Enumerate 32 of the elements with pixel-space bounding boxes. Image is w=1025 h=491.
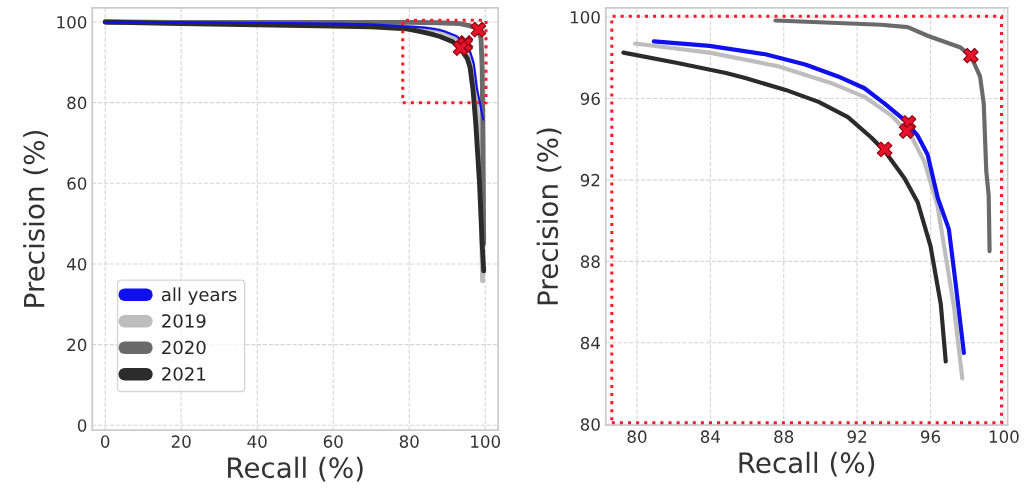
x-axis-title: Recall (%) — [739, 451, 875, 477]
x-tick-label: 80 — [399, 435, 419, 448]
x-tick-label: 84 — [700, 430, 721, 443]
x-tick-label: 20 — [171, 435, 191, 448]
x-tick-label: 40 — [247, 435, 267, 448]
legend-label: 2019 — [162, 314, 206, 328]
x-tick-label: 80 — [627, 430, 647, 443]
x-tick-label: 60 — [323, 435, 343, 448]
y-tick-label: 0 — [77, 419, 87, 432]
x-tick-label: 92 — [847, 430, 867, 443]
y-tick-label: 20 — [67, 338, 87, 352]
legend-label: 2021 — [162, 367, 206, 381]
x-tick-label: 100 — [989, 430, 1019, 443]
x-tick-label: 88 — [774, 430, 794, 443]
legend-label: all years — [161, 287, 237, 305]
y-tick-label: 100 — [57, 15, 87, 29]
y-tick-label: 96 — [580, 92, 600, 106]
y-tick-label: 60 — [67, 177, 87, 190]
x-tick-label: 0 — [100, 435, 110, 448]
y-tick-label: 80 — [67, 96, 87, 110]
y-tick-label: 100 — [570, 10, 600, 24]
x-axis-title: Recall (%) — [228, 456, 363, 482]
y-axis-title: Precision (%) — [536, 128, 562, 305]
y-tick-label: 40 — [67, 257, 87, 271]
y-tick-label: 84 — [580, 336, 600, 350]
y-tick-label: 92 — [580, 173, 600, 187]
x-tick-label: 100 — [471, 435, 501, 448]
legend-label: 2020 — [162, 340, 206, 355]
y-axis-title: Precision (%) — [23, 130, 48, 307]
y-tick-label: 80 — [580, 418, 600, 431]
x-tick-label: 96 — [920, 430, 941, 443]
y-tick-label: 88 — [580, 255, 600, 268]
